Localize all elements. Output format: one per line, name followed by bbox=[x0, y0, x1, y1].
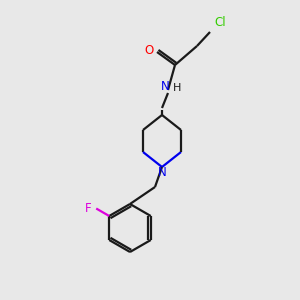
Text: O: O bbox=[144, 44, 154, 56]
Text: N: N bbox=[158, 166, 166, 178]
Text: F: F bbox=[85, 202, 91, 215]
Text: H: H bbox=[173, 83, 181, 93]
Text: N: N bbox=[160, 80, 169, 92]
Text: Cl: Cl bbox=[214, 16, 226, 28]
